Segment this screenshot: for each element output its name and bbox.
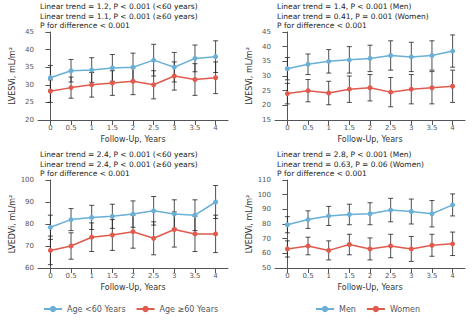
svg-text:LVEDVi, mL/m²: LVEDVi, mL/m² bbox=[245, 195, 254, 254]
svg-text:2.5: 2.5 bbox=[385, 272, 396, 280]
svg-text:0.5: 0.5 bbox=[65, 124, 76, 132]
svg-text:Linear trend = 0.41, P = 0.001: Linear trend = 0.41, P = 0.001 (Women) bbox=[277, 12, 429, 21]
svg-text:Linear trend = 2.8, P < 0.001: Linear trend = 2.8, P < 0.001 (Men) bbox=[277, 150, 412, 159]
svg-text:40: 40 bbox=[262, 43, 271, 51]
svg-text:LVESVi, mL/m²: LVESVi, mL/m² bbox=[8, 47, 17, 105]
svg-text:45: 45 bbox=[262, 28, 271, 36]
svg-text:1.5: 1.5 bbox=[107, 272, 118, 280]
svg-text:Follow-Up, Years: Follow-Up, Years bbox=[337, 283, 402, 292]
svg-text:Linear trend = 1.2, P < 0.001: Linear trend = 1.2, P < 0.001 (<60 years… bbox=[40, 2, 198, 11]
svg-text:2: 2 bbox=[131, 124, 135, 132]
svg-text:Age <60 Years: Age <60 Years bbox=[67, 305, 126, 314]
svg-text:40: 40 bbox=[25, 46, 34, 54]
svg-text:2.5: 2.5 bbox=[148, 272, 159, 280]
svg-text:1: 1 bbox=[89, 272, 93, 280]
svg-text:2: 2 bbox=[368, 272, 372, 280]
svg-text:60: 60 bbox=[25, 264, 34, 272]
svg-text:2: 2 bbox=[131, 272, 135, 280]
svg-text:Linear trend = 0.63, P = 0.06: Linear trend = 0.63, P = 0.06 (Women) bbox=[277, 160, 424, 169]
svg-text:30: 30 bbox=[25, 81, 34, 89]
svg-text:60: 60 bbox=[262, 249, 271, 257]
svg-text:50: 50 bbox=[262, 264, 271, 272]
svg-text:20: 20 bbox=[25, 116, 34, 124]
svg-text:Linear trend = 1.1, P < 0.001: Linear trend = 1.1, P < 0.001 (≥60 years… bbox=[40, 12, 198, 21]
svg-text:LVESVi, mL/m²: LVESVi, mL/m² bbox=[245, 47, 254, 105]
svg-text:15: 15 bbox=[262, 116, 271, 124]
svg-text:0: 0 bbox=[48, 272, 52, 280]
svg-text:4: 4 bbox=[213, 272, 218, 280]
svg-text:0.5: 0.5 bbox=[302, 272, 313, 280]
svg-text:3: 3 bbox=[409, 124, 413, 132]
svg-text:35: 35 bbox=[25, 63, 34, 71]
svg-text:30: 30 bbox=[262, 72, 271, 80]
svg-text:80: 80 bbox=[262, 220, 271, 228]
svg-text:2: 2 bbox=[368, 124, 372, 132]
svg-text:1: 1 bbox=[89, 124, 93, 132]
svg-text:Women: Women bbox=[390, 305, 420, 314]
svg-text:0.5: 0.5 bbox=[65, 272, 76, 280]
svg-text:25: 25 bbox=[262, 87, 271, 95]
svg-text:1.5: 1.5 bbox=[107, 124, 118, 132]
svg-text:1.5: 1.5 bbox=[344, 124, 355, 132]
svg-text:Linear trend = 1.4, P < 0.001: Linear trend = 1.4, P < 0.001 (Men) bbox=[277, 2, 412, 11]
svg-text:90: 90 bbox=[262, 205, 271, 213]
svg-text:2.5: 2.5 bbox=[385, 124, 396, 132]
svg-text:1: 1 bbox=[326, 272, 330, 280]
svg-text:3.5: 3.5 bbox=[189, 272, 200, 280]
svg-text:25: 25 bbox=[25, 98, 34, 106]
svg-text:4: 4 bbox=[450, 272, 455, 280]
svg-text:0: 0 bbox=[48, 124, 52, 132]
svg-text:3: 3 bbox=[172, 124, 176, 132]
svg-text:Follow-Up, Years: Follow-Up, Years bbox=[337, 135, 402, 144]
svg-text:70: 70 bbox=[262, 235, 271, 243]
svg-text:Follow-Up, Years: Follow-Up, Years bbox=[100, 135, 165, 144]
svg-text:4: 4 bbox=[213, 124, 218, 132]
svg-text:45: 45 bbox=[25, 28, 34, 36]
svg-text:0: 0 bbox=[285, 124, 289, 132]
svg-text:0.5: 0.5 bbox=[302, 124, 313, 132]
svg-text:110: 110 bbox=[258, 176, 271, 184]
svg-text:Linear trend = 2.4, P < 0.001: Linear trend = 2.4, P < 0.001 (≥60 years… bbox=[40, 160, 198, 169]
svg-text:Follow-Up, Years: Follow-Up, Years bbox=[100, 283, 165, 292]
svg-text:Men: Men bbox=[339, 305, 356, 314]
svg-text:100: 100 bbox=[258, 191, 271, 199]
svg-text:3: 3 bbox=[172, 272, 176, 280]
svg-text:P for difference < 0.001: P for difference < 0.001 bbox=[277, 169, 367, 178]
svg-text:4: 4 bbox=[450, 124, 455, 132]
svg-text:LVEDVi, mL/m²: LVEDVi, mL/m² bbox=[8, 195, 17, 254]
svg-text:3.5: 3.5 bbox=[426, 124, 437, 132]
svg-text:1.5: 1.5 bbox=[344, 272, 355, 280]
svg-text:20: 20 bbox=[262, 101, 271, 109]
svg-text:Age ≥60 Years: Age ≥60 Years bbox=[160, 305, 219, 314]
svg-text:2.5: 2.5 bbox=[148, 124, 159, 132]
svg-text:P for difference < 0.001: P for difference < 0.001 bbox=[40, 169, 130, 178]
svg-text:P for difference < 0.001: P for difference < 0.001 bbox=[277, 21, 367, 30]
svg-text:0: 0 bbox=[285, 272, 289, 280]
svg-text:90: 90 bbox=[25, 198, 34, 206]
svg-text:80: 80 bbox=[25, 220, 34, 228]
svg-text:3.5: 3.5 bbox=[426, 272, 437, 280]
svg-text:35: 35 bbox=[262, 57, 271, 65]
svg-text:1: 1 bbox=[326, 124, 330, 132]
svg-text:Linear trend = 2.4, P < 0.001: Linear trend = 2.4, P < 0.001 (<60 years… bbox=[40, 150, 198, 159]
svg-text:100: 100 bbox=[21, 176, 34, 184]
svg-text:3: 3 bbox=[409, 272, 413, 280]
svg-text:70: 70 bbox=[25, 242, 34, 250]
svg-text:3.5: 3.5 bbox=[189, 124, 200, 132]
svg-text:P for difference < 0.001: P for difference < 0.001 bbox=[40, 21, 130, 30]
